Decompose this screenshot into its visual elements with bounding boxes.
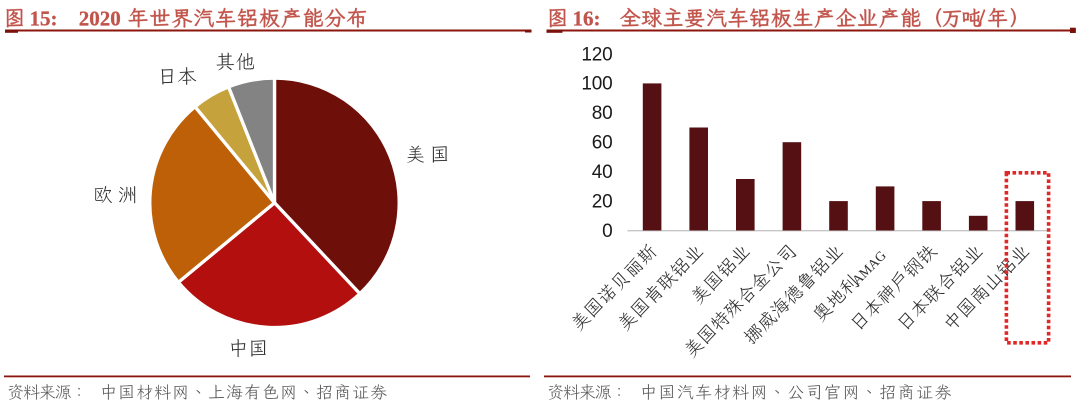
svg-text:0: 0 [602,221,612,242]
svg-text:120: 120 [581,44,612,65]
svg-text:15:: 15: [30,6,58,30]
svg-text:2020: 2020 [79,6,121,30]
svg-text:40: 40 [592,162,613,183]
svg-text:20: 20 [592,191,613,212]
svg-text:80: 80 [592,103,613,124]
svg-text:60: 60 [592,133,613,154]
svg-text:100: 100 [581,74,612,95]
svg-text:16:: 16: [573,6,601,30]
